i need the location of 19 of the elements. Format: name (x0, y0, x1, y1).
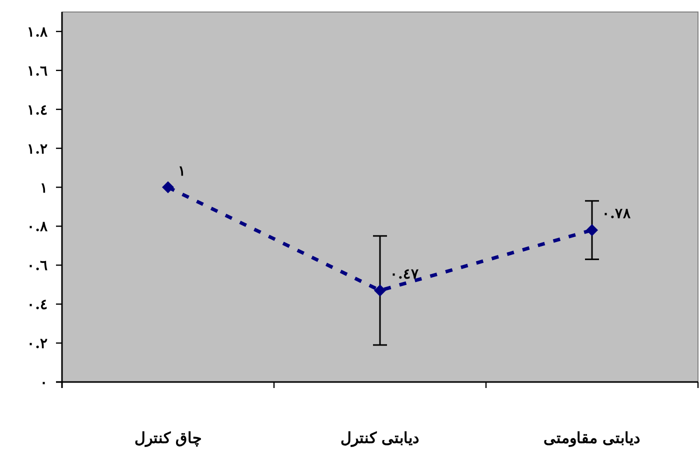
x-tick-label: دیابتی مقاومتی (543, 429, 641, 447)
x-tick-label: دیابتی کنترل (340, 429, 420, 447)
y-tick-label: ٠.٦ (27, 258, 48, 274)
point (162, 181, 174, 194)
data-label: ٠.٤٧ (390, 266, 419, 282)
y-tick-label: ١.٦ (27, 63, 48, 80)
x-tick-label: چاق کنترل (134, 429, 202, 447)
y-tick-label: ١ (40, 180, 48, 196)
point (374, 284, 386, 296)
y-tick-label: ١.٨ (27, 24, 48, 40)
y-tick-label: ٠.٤ (27, 297, 48, 314)
data-label: ٠.٧٨ (602, 206, 631, 222)
point (586, 224, 598, 236)
y-tick-label: ١.٢ (27, 141, 48, 158)
y-tick-label: ٠.٨ (27, 219, 48, 236)
data-label: ١ (178, 163, 186, 180)
y-tick-label: ١.٤ (27, 102, 48, 118)
y-tick-label: ٠ (40, 375, 48, 391)
y-tick-label: ٠.٢ (27, 336, 48, 352)
